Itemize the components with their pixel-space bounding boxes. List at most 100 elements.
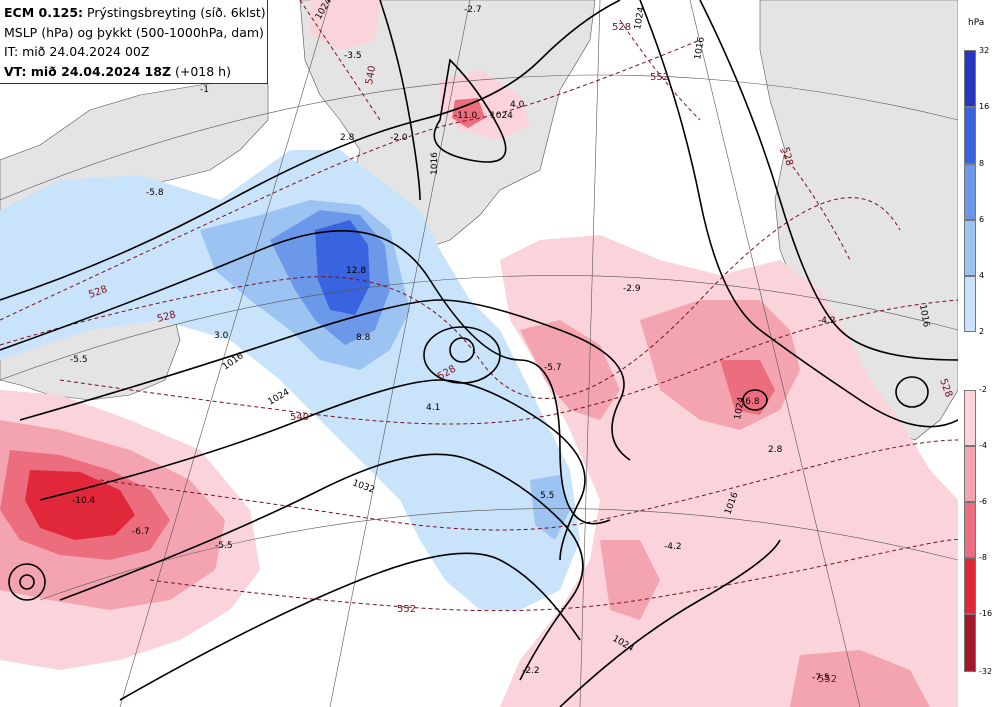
value-label: -6.8 — [742, 397, 760, 407]
meridian-line — [579, 0, 601, 707]
rise-area-east — [530, 475, 570, 540]
fields-description: MSLP (hPa) og þykkt (500-1000hPa, dam) — [4, 24, 264, 40]
thickness-label: 552 — [397, 604, 416, 615]
legend-tick: 16 — [979, 102, 990, 111]
color-legend: hPa 32 16 8 6 4 2 -2 -4 -6 -8 -16 -32 — [958, 0, 1000, 707]
parallel-line — [0, 74, 958, 201]
rise-area-light — [0, 150, 580, 610]
high-ring — [423, 326, 501, 384]
legend-swatch-rise-16 — [964, 107, 976, 164]
tendency-value-labels: -3.5 -5.8 -5.5 3.0 2.8 -2.0 4.0 12.8 8.8… — [70, 5, 836, 683]
value-label: 2.8 — [768, 445, 783, 455]
value-label: -11.0 — [454, 111, 478, 121]
rise-area-max — [315, 220, 370, 315]
value-label: -2.7 — [464, 5, 482, 15]
value-label: 12.8 — [346, 266, 366, 276]
thickness-line — [149, 538, 958, 612]
isobar-line — [0, 230, 611, 525]
isobar-line — [699, 0, 958, 361]
value-label: 8.8 — [356, 333, 371, 343]
value-label: 2.8 — [340, 133, 355, 143]
thickness-label: 552 — [650, 72, 669, 83]
value-label: -2.2 — [522, 666, 540, 676]
meridian-line — [689, 0, 861, 707]
pressure-rise-shading — [0, 150, 580, 610]
model-name: ECM 0.125: — [4, 5, 84, 20]
value-label: -1 — [200, 85, 209, 95]
thickness-label: 540 — [364, 65, 378, 86]
value-label: -3.5 — [344, 51, 362, 61]
fall-area-southeast — [790, 650, 930, 707]
isobar-ring-scand — [895, 376, 929, 408]
meridian-line — [119, 0, 331, 707]
isobar-label: 1024 — [733, 396, 747, 421]
valid-time-row: VT: mið 24.04.2024 18Z (+018 h) — [4, 62, 263, 82]
isobar-line — [59, 453, 584, 681]
fall-area-strong — [720, 360, 775, 415]
thickness-label: 528 — [156, 309, 177, 325]
legend-swatch-rise-4 — [964, 276, 976, 332]
parallel-line — [39, 508, 958, 601]
value-label: 4.0 — [510, 100, 525, 110]
low-ring-uk — [742, 389, 768, 411]
value-label: -5.5 — [70, 355, 88, 365]
value-label: -2.0 — [390, 133, 408, 143]
isobar-line — [379, 0, 421, 201]
value-label: -10.4 — [72, 496, 96, 506]
thickness-line — [0, 197, 901, 399]
isobar-line — [19, 299, 631, 461]
value-label: 3.0 — [214, 331, 229, 341]
pressure-fall-shading — [0, 0, 958, 707]
legend-tick: 6 — [979, 215, 985, 224]
thickness-label: 540 — [290, 412, 309, 423]
fall-area-med-east — [520, 320, 620, 420]
legend-tick: 32 — [979, 46, 990, 55]
legend-swatch-fall-8 — [964, 558, 976, 614]
value-label: -4.2 — [664, 542, 682, 552]
thickness-line — [779, 149, 851, 261]
fall-area-north — [310, 0, 380, 50]
title-row: ECM 0.125: Prýstingsbreyting (síð. 6klst… — [4, 3, 266, 23]
value-label: 5.5 — [540, 491, 554, 501]
thickness-line — [299, 0, 381, 121]
legend-swatch-fall-2 — [964, 390, 976, 446]
value-label: -7.5 — [812, 673, 830, 683]
meridian-line — [329, 0, 471, 707]
legend-tick: -16 — [979, 609, 993, 618]
lead-time: (+018 h) — [175, 63, 231, 79]
legend-tick: -6 — [979, 497, 987, 506]
legend-tick: 2 — [979, 327, 985, 336]
weather-map: 1016 1024 1032 1024 1016 1024 1024 1016 … — [0, 0, 958, 707]
legend-swatch-rise-6 — [964, 220, 976, 276]
value-label: -5.5 — [215, 541, 233, 551]
map-info-header: ECM 0.125: Prýstingsbreyting (síð. 6klst… — [0, 0, 268, 84]
fall-area-south — [600, 540, 660, 620]
thickness-line — [0, 39, 701, 321]
graticule — [0, 0, 958, 707]
legend-tick: 4 — [979, 271, 985, 280]
isobar-label: 1016 — [693, 36, 707, 61]
value-label: -5.8 — [146, 188, 164, 198]
high-center — [449, 337, 475, 363]
legend-swatch-fall-6 — [964, 502, 976, 558]
isobar-line — [433, 58, 507, 163]
isobar-line — [0, 0, 621, 301]
fall-area-west-max — [25, 470, 135, 540]
value-label: -2.9 — [623, 284, 641, 294]
product-title: Prýstingsbreyting (síð. 6klst) — [87, 5, 266, 20]
low-ring — [8, 563, 46, 601]
isobar-label: 1024 — [490, 111, 513, 121]
value-label: -5.7 — [544, 363, 562, 373]
legend-unit: hPa — [968, 18, 985, 28]
isobar-label: 1016 — [917, 304, 931, 329]
value-label: -6.7 — [132, 527, 150, 537]
legend-tick: -8 — [979, 553, 987, 562]
isobars — [0, 0, 958, 707]
legend-swatch-fall-4 — [964, 446, 976, 502]
legend-tick: 8 — [979, 159, 985, 168]
legend-tick: -32 — [979, 667, 993, 676]
thickness-label: 528 — [779, 146, 795, 167]
legend-tick: -2 — [979, 385, 987, 394]
thickness-line — [59, 299, 958, 425]
isobar-line — [559, 539, 781, 707]
